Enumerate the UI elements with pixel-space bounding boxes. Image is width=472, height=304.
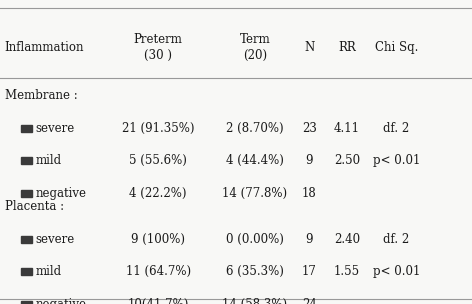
Text: severe: severe [35,233,75,246]
Text: N: N [304,41,314,54]
Text: 14 (77.8%): 14 (77.8%) [222,187,287,200]
Bar [21,301,32,304]
Text: 9: 9 [305,154,313,167]
Text: 2.50: 2.50 [334,154,360,167]
Text: Chi Sq.: Chi Sq. [375,41,418,54]
Text: negative: negative [35,298,86,304]
Text: negative: negative [35,187,86,200]
Text: 4 (22.2%): 4 (22.2%) [129,187,187,200]
Text: 2.40: 2.40 [334,233,360,246]
Text: df. 2: df. 2 [383,122,410,135]
Text: 4.11: 4.11 [334,122,360,135]
Text: 17: 17 [302,265,317,278]
Bar [21,125,32,132]
Text: Membrane :: Membrane : [5,89,77,102]
Text: mild: mild [35,154,61,167]
Text: severe: severe [35,122,75,135]
Text: Term
(20): Term (20) [239,33,270,62]
Text: 24: 24 [302,298,317,304]
Text: 5 (55.6%): 5 (55.6%) [129,154,187,167]
Text: 9: 9 [305,233,313,246]
Text: RR: RR [338,41,356,54]
Text: 0 (0.00%): 0 (0.00%) [226,233,284,246]
Text: 2 (8.70%): 2 (8.70%) [226,122,284,135]
Text: 10(41.7%): 10(41.7%) [127,298,189,304]
Text: 4 (44.4%): 4 (44.4%) [226,154,284,167]
Bar [21,157,32,164]
Text: 21 (91.35%): 21 (91.35%) [122,122,194,135]
Text: 1.55: 1.55 [334,265,360,278]
Text: 6 (35.3%): 6 (35.3%) [226,265,284,278]
Text: 9 (100%): 9 (100%) [131,233,185,246]
Text: 11 (64.7%): 11 (64.7%) [126,265,191,278]
Text: 23: 23 [302,122,317,135]
Bar [21,190,32,197]
Text: mild: mild [35,265,61,278]
Text: p< 0.01: p< 0.01 [373,154,420,167]
Bar [21,268,32,275]
Text: Inflammation: Inflammation [5,41,84,54]
Text: 18: 18 [302,187,317,200]
Text: Preterm
(30 ): Preterm (30 ) [134,33,183,62]
Bar [21,236,32,243]
Text: df. 2: df. 2 [383,233,410,246]
Text: p< 0.01: p< 0.01 [373,265,420,278]
Text: 14 (58.3%): 14 (58.3%) [222,298,287,304]
Text: Placenta :: Placenta : [5,200,64,213]
